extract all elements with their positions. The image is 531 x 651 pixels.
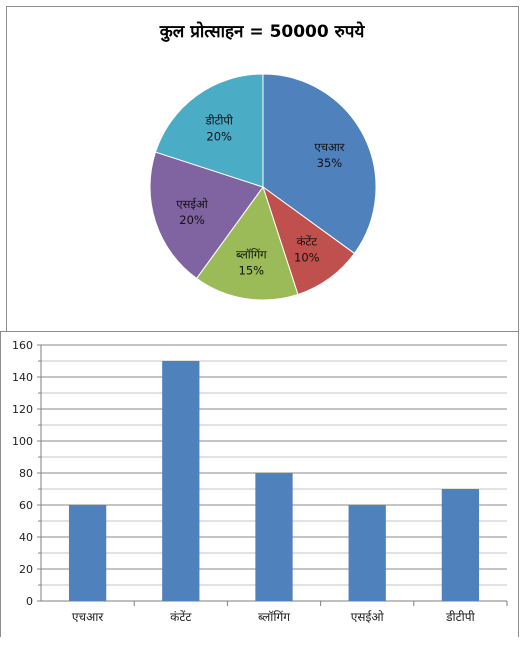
pie-slice-label: ब्लॉगिंग — [236, 248, 267, 262]
x-category-label: ब्लॉगिंग — [258, 610, 290, 624]
pie-slice-label: एसईओ — [176, 197, 208, 211]
y-tick-label: 100 — [12, 435, 33, 448]
x-category-label: डीटीपी — [445, 610, 476, 624]
pie-slice-value-label: 20% — [206, 130, 232, 144]
pie-slice — [262, 73, 377, 255]
y-tick-label: 160 — [12, 339, 33, 352]
y-tick-label: 80 — [19, 467, 33, 480]
pie-slice-label: एचआर — [314, 140, 344, 154]
y-tick-label: 60 — [19, 499, 33, 512]
y-tick-label: 140 — [12, 371, 33, 384]
pie-chart-title: कुल प्रोत्साहन = 50000 रुपये — [159, 21, 366, 42]
bar — [255, 473, 293, 601]
pie-slice-value-label: 15% — [239, 264, 265, 278]
pie-slice-label: डीटीपी — [204, 114, 233, 128]
pie-chart: कुल प्रोत्साहन = 50000 रुपये एचआर 35% कंटे… — [149, 21, 377, 301]
x-category-label: एचआर — [72, 610, 105, 624]
x-category-label: एसईओ — [351, 610, 385, 624]
pie-slice-value-label: 35% — [317, 156, 343, 170]
pie-slice — [149, 151, 264, 280]
pie-slice — [195, 185, 299, 301]
y-tick-label: 0 — [26, 595, 33, 608]
bar — [348, 505, 386, 601]
bar — [441, 489, 480, 601]
y-tick-label: 40 — [19, 531, 33, 544]
pie-chart-panel: कुल प्रोत्साहन = 50000 रुपये एचआर 35% कंटे… — [6, 6, 519, 332]
bar-chart-panel: 0 20 40 60 80 100 120 140 160 एचआर कंटेंट ब्लॉगिंग ए… — [0, 331, 519, 637]
pie-slice-value-label: 20% — [179, 213, 205, 227]
pie-slice-label: कंटेंट — [297, 234, 318, 248]
pie-slice — [154, 73, 264, 188]
bar — [68, 505, 107, 601]
y-tick-label: 20 — [19, 563, 33, 576]
bar — [162, 361, 200, 601]
pie-slice-value-label: 10% — [294, 250, 320, 264]
bar-chart: 0 20 40 60 80 100 120 140 160 एचआर कंटेंट ब्लॉगिंग ए… — [12, 339, 508, 624]
x-category-label: कंटेंट — [170, 610, 192, 624]
y-tick-label: 120 — [12, 403, 33, 416]
pie-slice — [262, 185, 356, 296]
